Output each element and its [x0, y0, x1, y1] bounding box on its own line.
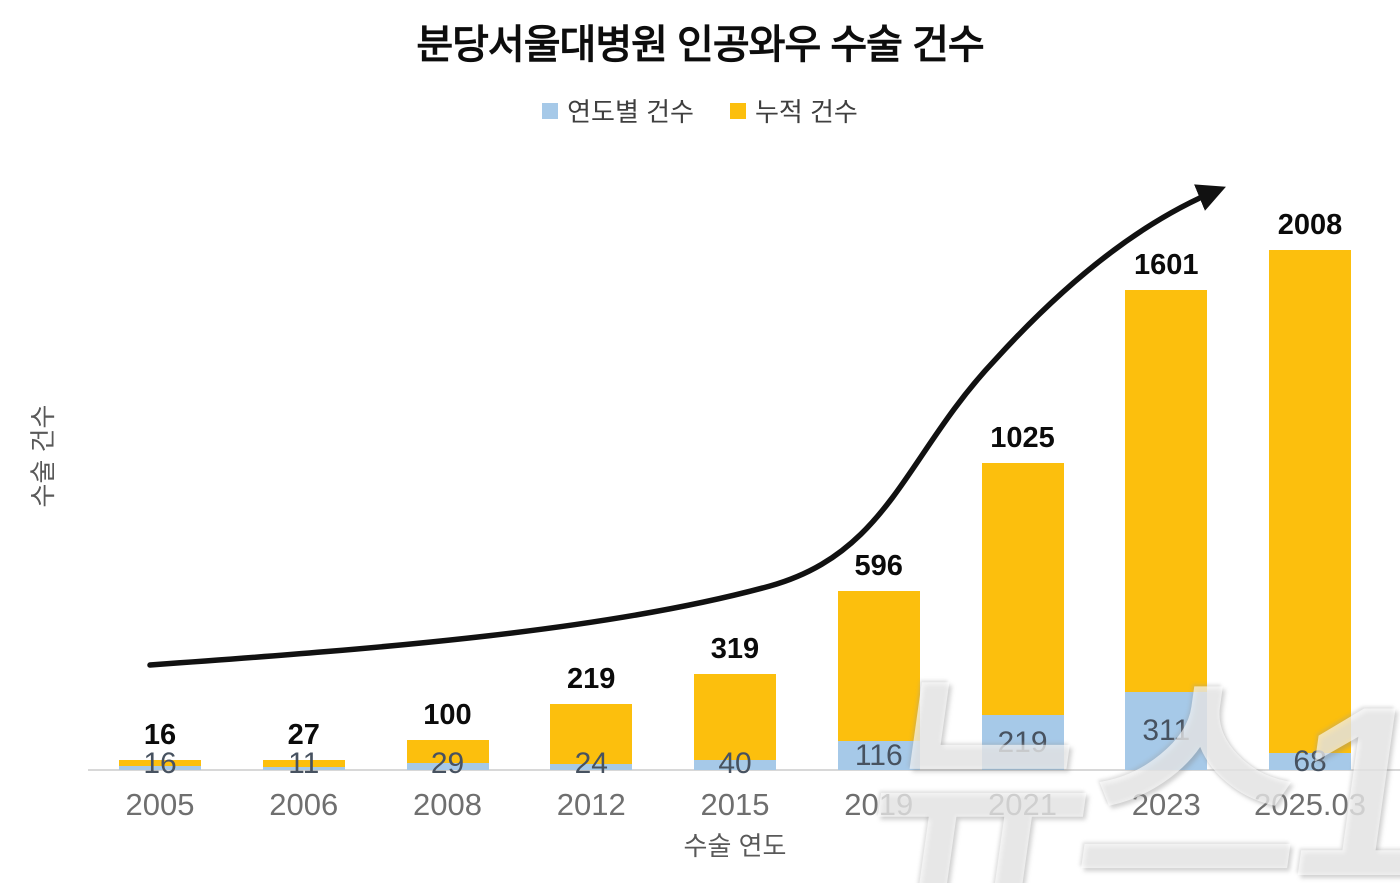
yearly-value-label: 116 — [854, 738, 903, 772]
cumulative-bar-segment — [119, 760, 201, 770]
x-tick-label: 2025.03 — [1253, 787, 1367, 822]
legend-swatch-yearly-icon — [542, 102, 559, 119]
cumulative-value-label: 1025 — [990, 421, 1055, 454]
x-tick-label: 2012 — [556, 787, 626, 822]
cumulative-value-label: 219 — [567, 663, 616, 696]
cumulative-bar-segment — [262, 760, 345, 770]
yearly-value-label: 68 — [1293, 744, 1327, 778]
legend-label-cumulative: 누적 건수 — [754, 97, 858, 127]
cumulative-value-label: 100 — [423, 699, 472, 731]
x-axis-line — [88, 769, 1400, 771]
x-tick-label: 2019 — [844, 787, 914, 822]
cumulative-value-label: 27 — [287, 719, 320, 751]
cumulative-bar-segment — [694, 674, 776, 770]
yearly-value-label: 29 — [430, 747, 465, 780]
yearly-value-label: 219 — [997, 725, 1048, 759]
yearly-value-label: 16 — [143, 747, 177, 780]
yearly-bar-segment — [119, 766, 201, 770]
cumulative-bar-segment — [1269, 250, 1351, 770]
cumulative-value-label: 16 — [143, 719, 177, 751]
yearly-bar-segment — [837, 741, 920, 770]
yearly-value-label: 311 — [1142, 714, 1191, 748]
yearly-bar-segment — [1269, 753, 1351, 770]
page-title: 분당서울대병원 인공와우 수술 건수 — [416, 23, 984, 67]
cumulative-value-label: 596 — [854, 550, 903, 583]
yearly-bar-segment — [262, 767, 345, 770]
x-tick-label: 2005 — [125, 787, 195, 822]
legend-swatch-cumulative-icon — [729, 102, 746, 119]
legend-label-yearly: 연도별 건수 — [567, 97, 694, 127]
y-axis-title: 수술 건수 — [28, 404, 58, 508]
yearly-value-label: 40 — [718, 747, 752, 780]
cumulative-value-label: 2008 — [1277, 209, 1343, 241]
cumulative-value-label: 1601 — [1133, 248, 1199, 281]
yearly-bar-segment — [550, 764, 633, 770]
legend: 연도별 건수 누적 건수 — [0, 92, 1400, 129]
cumulative-value-label: 319 — [710, 633, 760, 666]
x-tick-label: 2008 — [413, 787, 482, 822]
yearly-value-label: 11 — [288, 747, 320, 780]
yearly-bar-segment — [406, 762, 489, 770]
x-tick-label: 2006 — [269, 787, 339, 822]
legend-item-yearly: 연도별 건수 — [542, 92, 694, 129]
yearly-bar-segment — [1125, 692, 1208, 770]
x-axis-title: 수술 연도 — [683, 831, 787, 861]
x-tick-label: 2023 — [1131, 787, 1201, 822]
x-tick-label: 2021 — [988, 787, 1057, 822]
yearly-bar-segment — [694, 760, 776, 770]
cumulative-bar-segment — [550, 704, 633, 770]
yearly-value-label: 24 — [574, 747, 608, 780]
legend-item-cumulative: 누적 건수 — [729, 92, 858, 129]
yearly-bar-segment — [981, 715, 1064, 770]
x-tick-label: 2015 — [700, 787, 770, 822]
